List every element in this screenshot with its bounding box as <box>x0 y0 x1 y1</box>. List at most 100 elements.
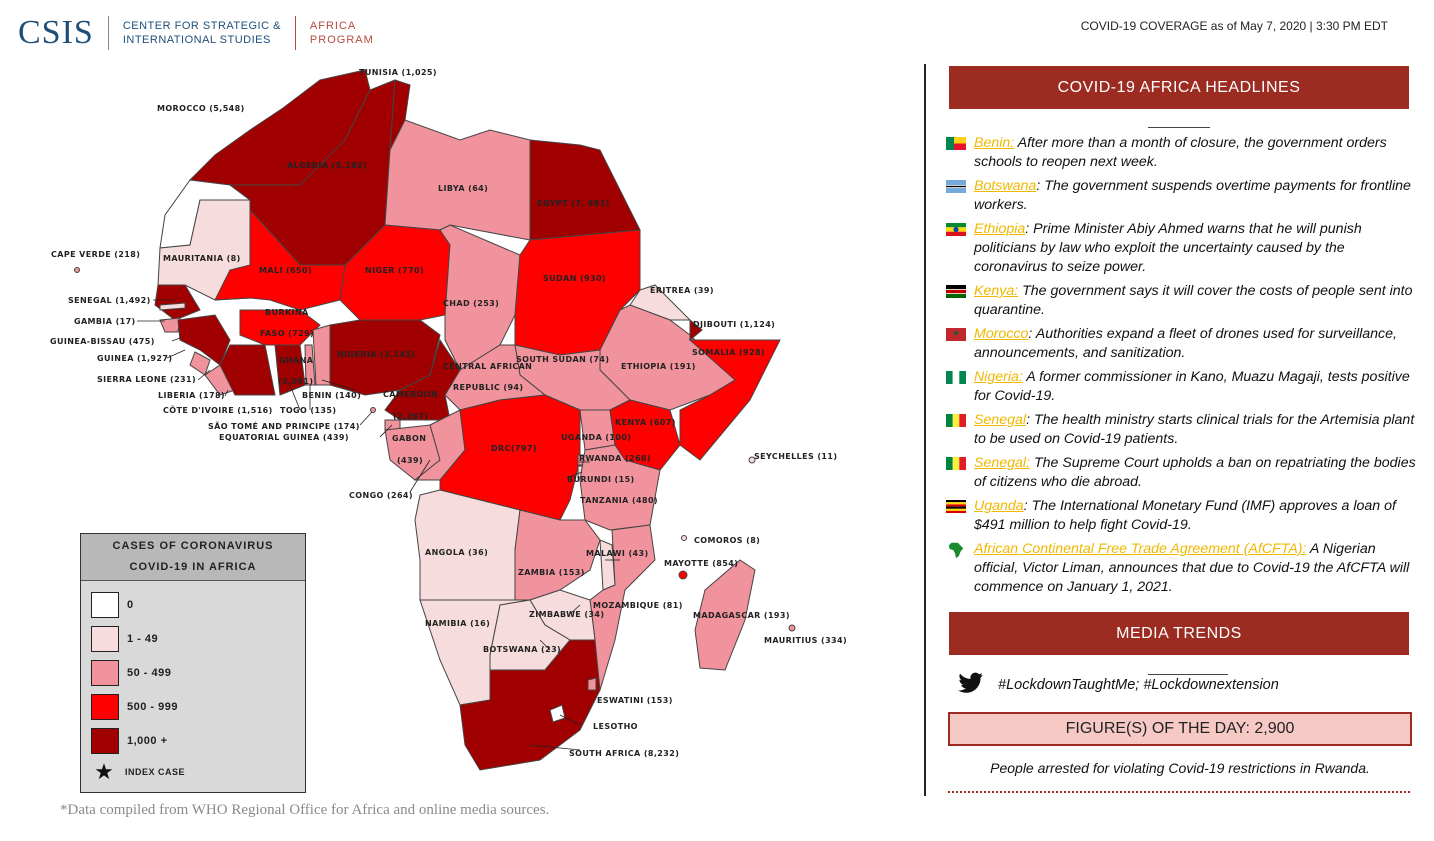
footnote: *Data compiled from WHO Regional Office … <box>60 802 550 818</box>
label-eritrea: ERITREA (39) <box>650 286 714 295</box>
headline-item: Benin: After more than a month of closur… <box>946 134 1416 172</box>
label-botswana: BOTSWANA (23) <box>483 645 561 654</box>
country-benin <box>312 324 331 386</box>
headline-item: African Continental Free Trade Agreement… <box>946 540 1416 597</box>
csis-wordmark: CSIS <box>18 14 94 51</box>
figure-of-the-day: FIGURE(S) OF THE DAY: 2,900 <box>948 712 1412 746</box>
botswana-flag-icon <box>946 180 966 193</box>
separator <box>1148 127 1210 128</box>
country-lesotho <box>549 704 566 723</box>
legend-item-index-case: ★ INDEX CASE <box>91 759 185 784</box>
label-morocco: MOROCCO (5,548) <box>157 104 245 113</box>
legend-item: 1,000 + <box>91 728 168 754</box>
legend-item: 0 <box>91 592 134 618</box>
headline-country-link[interactable]: Ethiopia <box>974 221 1026 237</box>
label-eswatini: ESWATINI (153) <box>597 696 673 705</box>
headline-item: Morocco: Authorities expand a fleet of d… <box>946 325 1416 363</box>
country-libya <box>384 119 531 241</box>
label-malawi: MALAWI (43) <box>586 549 649 558</box>
senegal-flag-icon <box>946 457 966 470</box>
headline-item: Ethiopia: Prime Minister Abiy Ahmed warn… <box>946 220 1416 277</box>
media-trends-title: MEDIA TRENDS <box>949 612 1409 655</box>
country-comoros <box>681 535 687 541</box>
country-seychelles <box>748 456 756 464</box>
label-ghana-2: (3,091) <box>278 377 313 386</box>
label-south-africa: SOUTH AFRICA (8,232) <box>569 749 679 758</box>
country-south-africa <box>459 639 601 771</box>
headline-country-link[interactable]: Botswana <box>974 178 1037 194</box>
org-name: CENTER FOR STRATEGIC & INTERNATIONAL STU… <box>122 20 281 46</box>
label-mali: MALI (650) <box>259 266 312 275</box>
headline-country-link[interactable]: Senegal: <box>974 455 1031 471</box>
label-namibia: NAMIBIA (16) <box>425 619 490 628</box>
label-tanzania: TANZANIA (480) <box>580 496 658 505</box>
figure-note: People arrested for violating Covid-19 r… <box>990 760 1370 776</box>
label-sierra-leone: SIERRA LEONE (231) <box>97 375 196 384</box>
country-guinea-bissau <box>159 317 181 333</box>
headline-item: Kenya: The government says it will cover… <box>946 282 1416 320</box>
legend-item: 1 - 49 <box>91 626 158 652</box>
label-madagascar: MADAGASCAR (193) <box>693 611 790 620</box>
headline-country-link[interactable]: Nigeria: <box>974 369 1023 385</box>
label-mayotte: MAYOTTE (854) <box>664 559 738 568</box>
label-gambia: GAMBIA (17) <box>74 317 136 326</box>
label-liberia: LIBERIA (178) <box>158 391 225 400</box>
headline-country-link[interactable]: Morocco <box>974 326 1029 342</box>
legend-swatch <box>91 728 119 754</box>
africa-map-icon <box>948 542 964 559</box>
star-icon: ★ <box>94 759 114 784</box>
headline-item: Botswana: The government suspends overti… <box>946 177 1416 215</box>
headline-country-link[interactable]: African Continental Free Trade Agreement… <box>974 541 1307 557</box>
label-zimbabwe: ZIMBABWE (34) <box>529 610 604 619</box>
headline-country-link[interactable]: Benin: <box>974 135 1015 151</box>
program-name: AFRICA PROGRAM <box>309 20 374 46</box>
label-car-1: CENTRAL AFRICAN <box>443 362 532 371</box>
label-guinea: GUINEA (1,927) <box>97 354 172 363</box>
country-djibouti <box>689 318 703 342</box>
label-zambia: ZAMBIA (153) <box>518 568 585 577</box>
legend-swatch <box>91 626 119 652</box>
country-eritrea <box>629 284 692 321</box>
label-benin: BENIN (140) <box>302 391 361 400</box>
label-congo: CONGO (264) <box>349 491 413 500</box>
headline-item: Uganda: The International Monetary Fund … <box>946 497 1416 535</box>
label-algeria: ALGERIA (5,182) <box>287 161 367 170</box>
label-sudan: SUDAN (930) <box>543 274 606 283</box>
country-madagascar <box>694 559 756 671</box>
headline-item: Senegal: The health ministry starts clin… <box>946 411 1416 449</box>
label-eq-guinea: EQUATORIAL GUINEA (439) <box>219 433 349 442</box>
benin-flag-icon <box>946 137 966 150</box>
kenya-flag-icon <box>946 285 966 298</box>
label-mauritania: MAURITANIA (8) <box>163 254 241 263</box>
label-sao-tome: SÃO TOMÉ AND PRINCIPE (174) <box>208 420 360 431</box>
headline-item: Senegal: The Supreme Court upholds a ban… <box>946 454 1416 492</box>
uganda-flag-icon <box>946 500 966 513</box>
headline-country-link[interactable]: Kenya: <box>974 283 1019 299</box>
label-uganda: UGANDA (100) <box>561 433 631 442</box>
country-mauritius <box>788 624 796 632</box>
legend-swatch <box>91 592 119 618</box>
ethiopia-flag-icon <box>946 223 966 236</box>
label-mauritius: MAURITIUS (334) <box>764 636 847 645</box>
country-cape-verde <box>74 267 80 273</box>
label-car-2: REPUBLIC (94) <box>453 383 523 392</box>
country-mali <box>214 208 346 311</box>
coverage-date: COVID-19 COVERAGE as of May 7, 2020 | 3:… <box>1080 19 1388 33</box>
dotted-divider <box>948 791 1410 793</box>
legend-swatch <box>91 660 119 686</box>
headline-country-link[interactable]: Senegal <box>974 412 1027 428</box>
country-ghana <box>274 344 306 396</box>
legend-item: 500 - 999 <box>91 694 178 720</box>
label-tunisia: TUNISIA (1,025) <box>359 68 437 77</box>
sidebar-divider <box>924 64 926 796</box>
label-cote-divoire: CÔTE D'IVOIRE (1,516) <box>163 404 273 415</box>
label-seychelles: SEYCHELLES (11) <box>754 452 837 461</box>
label-mozambique: MOZAMBIQUE (81) <box>593 601 683 610</box>
label-togo: TOGO (135) <box>280 406 336 415</box>
headline-country-link[interactable]: Uganda <box>974 498 1024 514</box>
label-nigeria: NIGERIA (3,145) <box>337 350 415 359</box>
country-sao-tome <box>370 407 376 413</box>
senegal-flag-icon <box>946 414 966 427</box>
headline-item: Nigeria: A former commissioner in Kano, … <box>946 368 1416 406</box>
trending-hashtags: #LockdownTaughtMe; #Lockdownextension <box>998 677 1279 693</box>
